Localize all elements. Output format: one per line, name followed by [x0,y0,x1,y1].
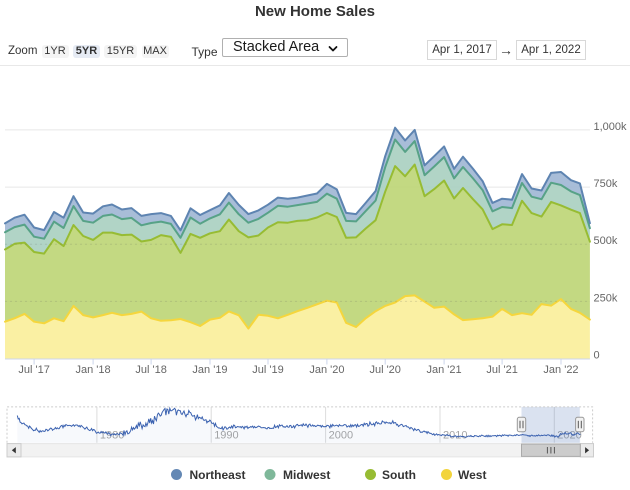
svg-text:1,000k: 1,000k [594,121,628,133]
svg-text:Jul '21: Jul '21 [486,364,517,376]
svg-text:West: West [458,468,486,482]
svg-text:Jan '21: Jan '21 [427,364,462,376]
svg-text:Jul '19: Jul '19 [252,364,283,376]
svg-text:2020: 2020 [557,430,581,442]
svg-text:500k: 500k [594,235,618,247]
svg-text:Jan '19: Jan '19 [192,364,227,376]
svg-text:Jan '20: Jan '20 [309,364,344,376]
svg-text:Midwest: Midwest [283,468,330,482]
svg-text:2000: 2000 [329,430,353,442]
svg-text:Jan '18: Jan '18 [76,364,111,376]
svg-text:Jul '20: Jul '20 [369,364,400,376]
svg-text:750k: 750k [594,178,618,190]
svg-text:Jan '22: Jan '22 [543,364,578,376]
svg-text:1990: 1990 [214,430,238,442]
svg-text:2010: 2010 [443,430,467,442]
svg-text:1980: 1980 [100,430,124,442]
svg-text:Jul '18: Jul '18 [135,364,166,376]
svg-text:South: South [382,468,416,482]
svg-text:Jul '17: Jul '17 [18,364,49,376]
svg-text:Northeast: Northeast [190,468,246,482]
svg-text:250k: 250k [594,292,618,304]
svg-text:0: 0 [594,350,600,362]
